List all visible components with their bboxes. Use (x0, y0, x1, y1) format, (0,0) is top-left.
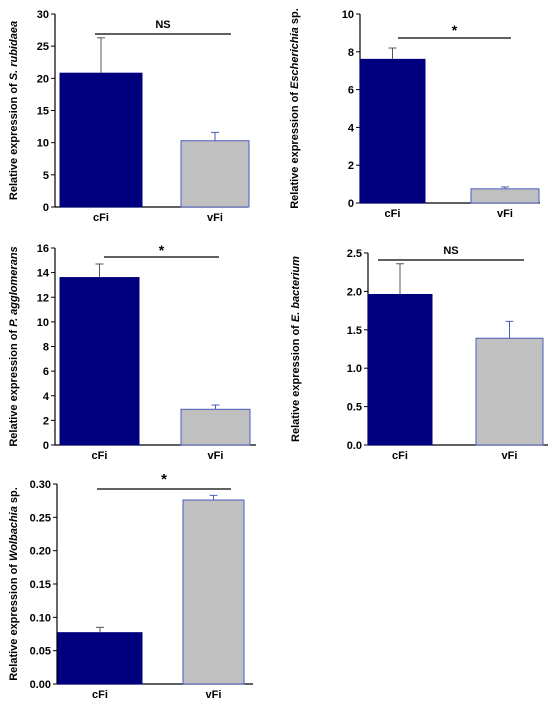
y-axis-label: Relative expression of S. rubidaea (8, 21, 20, 200)
x-tick-label: vFi (208, 450, 224, 462)
y-tick-label: 8 (43, 342, 49, 354)
x-tick-label: cFi (385, 208, 401, 220)
y-tick-label: 4 (43, 391, 50, 403)
y-tick-label: 0.0 (347, 440, 362, 452)
y-tick-label: 30 (37, 9, 49, 21)
significance-label: * (452, 22, 458, 38)
y-tick-label: 12 (37, 292, 49, 304)
y-axis-label: Relative expression of Wolbachia sp. (8, 487, 20, 681)
x-tick-label: vFi (206, 689, 222, 701)
y-tick-label: 10 (342, 9, 354, 21)
y-tick-label: 20 (37, 73, 49, 85)
y-tick-label: 0 (43, 440, 49, 452)
bar-cFi (59, 72, 143, 208)
y-axis-label: Relative expression of Escherichia sp. (289, 8, 301, 209)
x-tick-label: cFi (392, 450, 408, 462)
y-tick-label: 2.5 (347, 248, 362, 260)
significance-label: * (159, 242, 165, 258)
y-tick-label: 15 (37, 106, 49, 118)
y-tick-label: 2.0 (347, 286, 362, 298)
y-tick-label: 2 (348, 160, 354, 172)
y-tick-label: 0.25 (30, 512, 51, 524)
y-tick-label: 2 (43, 415, 49, 427)
chart-panel-5: 0.00 0.05 0.10 0.15 0.20 0.25 0.30 cFi vFi * Relat… (8, 471, 253, 701)
y-tick-label: 10 (37, 138, 49, 150)
chart-panel-4: 0.0 0.5 1.0 1.5 2.0 2.5 cFi vFi NS Relative expre… (290, 245, 548, 462)
y-tick-label: 1.0 (347, 363, 362, 375)
y-tick-label: 0.10 (30, 612, 51, 624)
y-tick-label: 0.00 (30, 679, 51, 691)
bar-vFi (180, 140, 250, 208)
y-tick-label: 0.30 (30, 479, 51, 491)
y-tick-label: 25 (37, 41, 49, 53)
y-tick-label: 16 (37, 243, 49, 255)
significance-label: * (161, 471, 167, 488)
bar-vFi (470, 188, 540, 204)
x-tick-label: vFi (497, 208, 513, 220)
y-axis-label: Relative expression of P. agglomerans (8, 246, 20, 446)
y-tick-label: 0.15 (30, 579, 51, 591)
y-tick-label: 0.5 (347, 402, 362, 414)
bar-vFi (182, 499, 245, 685)
bar-cFi (59, 277, 140, 446)
y-tick-label: 0.05 (30, 646, 51, 658)
y-axis-label: Relative expression of E. bacterium (290, 256, 302, 442)
bar-vFi (475, 337, 544, 446)
chart-panel-2: 0 2 4 6 8 10 cFi vFi * Relative expression of Esc… (289, 8, 540, 220)
y-tick-label: 0.20 (30, 546, 51, 558)
y-tick-label: 6 (348, 85, 354, 97)
bar-vFi (180, 408, 251, 446)
bar-cFi (359, 58, 426, 204)
chart-panel-3: 0 2 4 6 8 10 12 14 16 cFi vFi * Relative expression … (8, 242, 256, 462)
y-tick-label: 10 (37, 317, 49, 329)
y-tick-label: 0 (348, 198, 354, 210)
x-tick-label: cFi (92, 450, 108, 462)
y-tick-label: 6 (43, 366, 49, 378)
x-tick-label: cFi (92, 689, 108, 701)
significance-label: NS (443, 245, 458, 257)
chart-panel-1: 0 5 10 15 20 25 30 cFi vFi NS Relative expression … (8, 9, 250, 224)
y-tick-label: 5 (43, 170, 49, 182)
bar-cFi (57, 632, 143, 685)
y-tick-label: 0 (43, 202, 49, 214)
significance-label: NS (155, 19, 170, 31)
y-tick-label: 8 (348, 47, 354, 59)
x-tick-label: vFi (207, 212, 223, 224)
y-tick-label: 14 (37, 268, 50, 280)
x-tick-label: vFi (502, 450, 518, 462)
bar-cFi (367, 293, 433, 446)
x-tick-label: cFi (93, 212, 109, 224)
y-tick-label: 1.5 (347, 325, 362, 337)
y-tick-label: 4 (348, 122, 355, 134)
